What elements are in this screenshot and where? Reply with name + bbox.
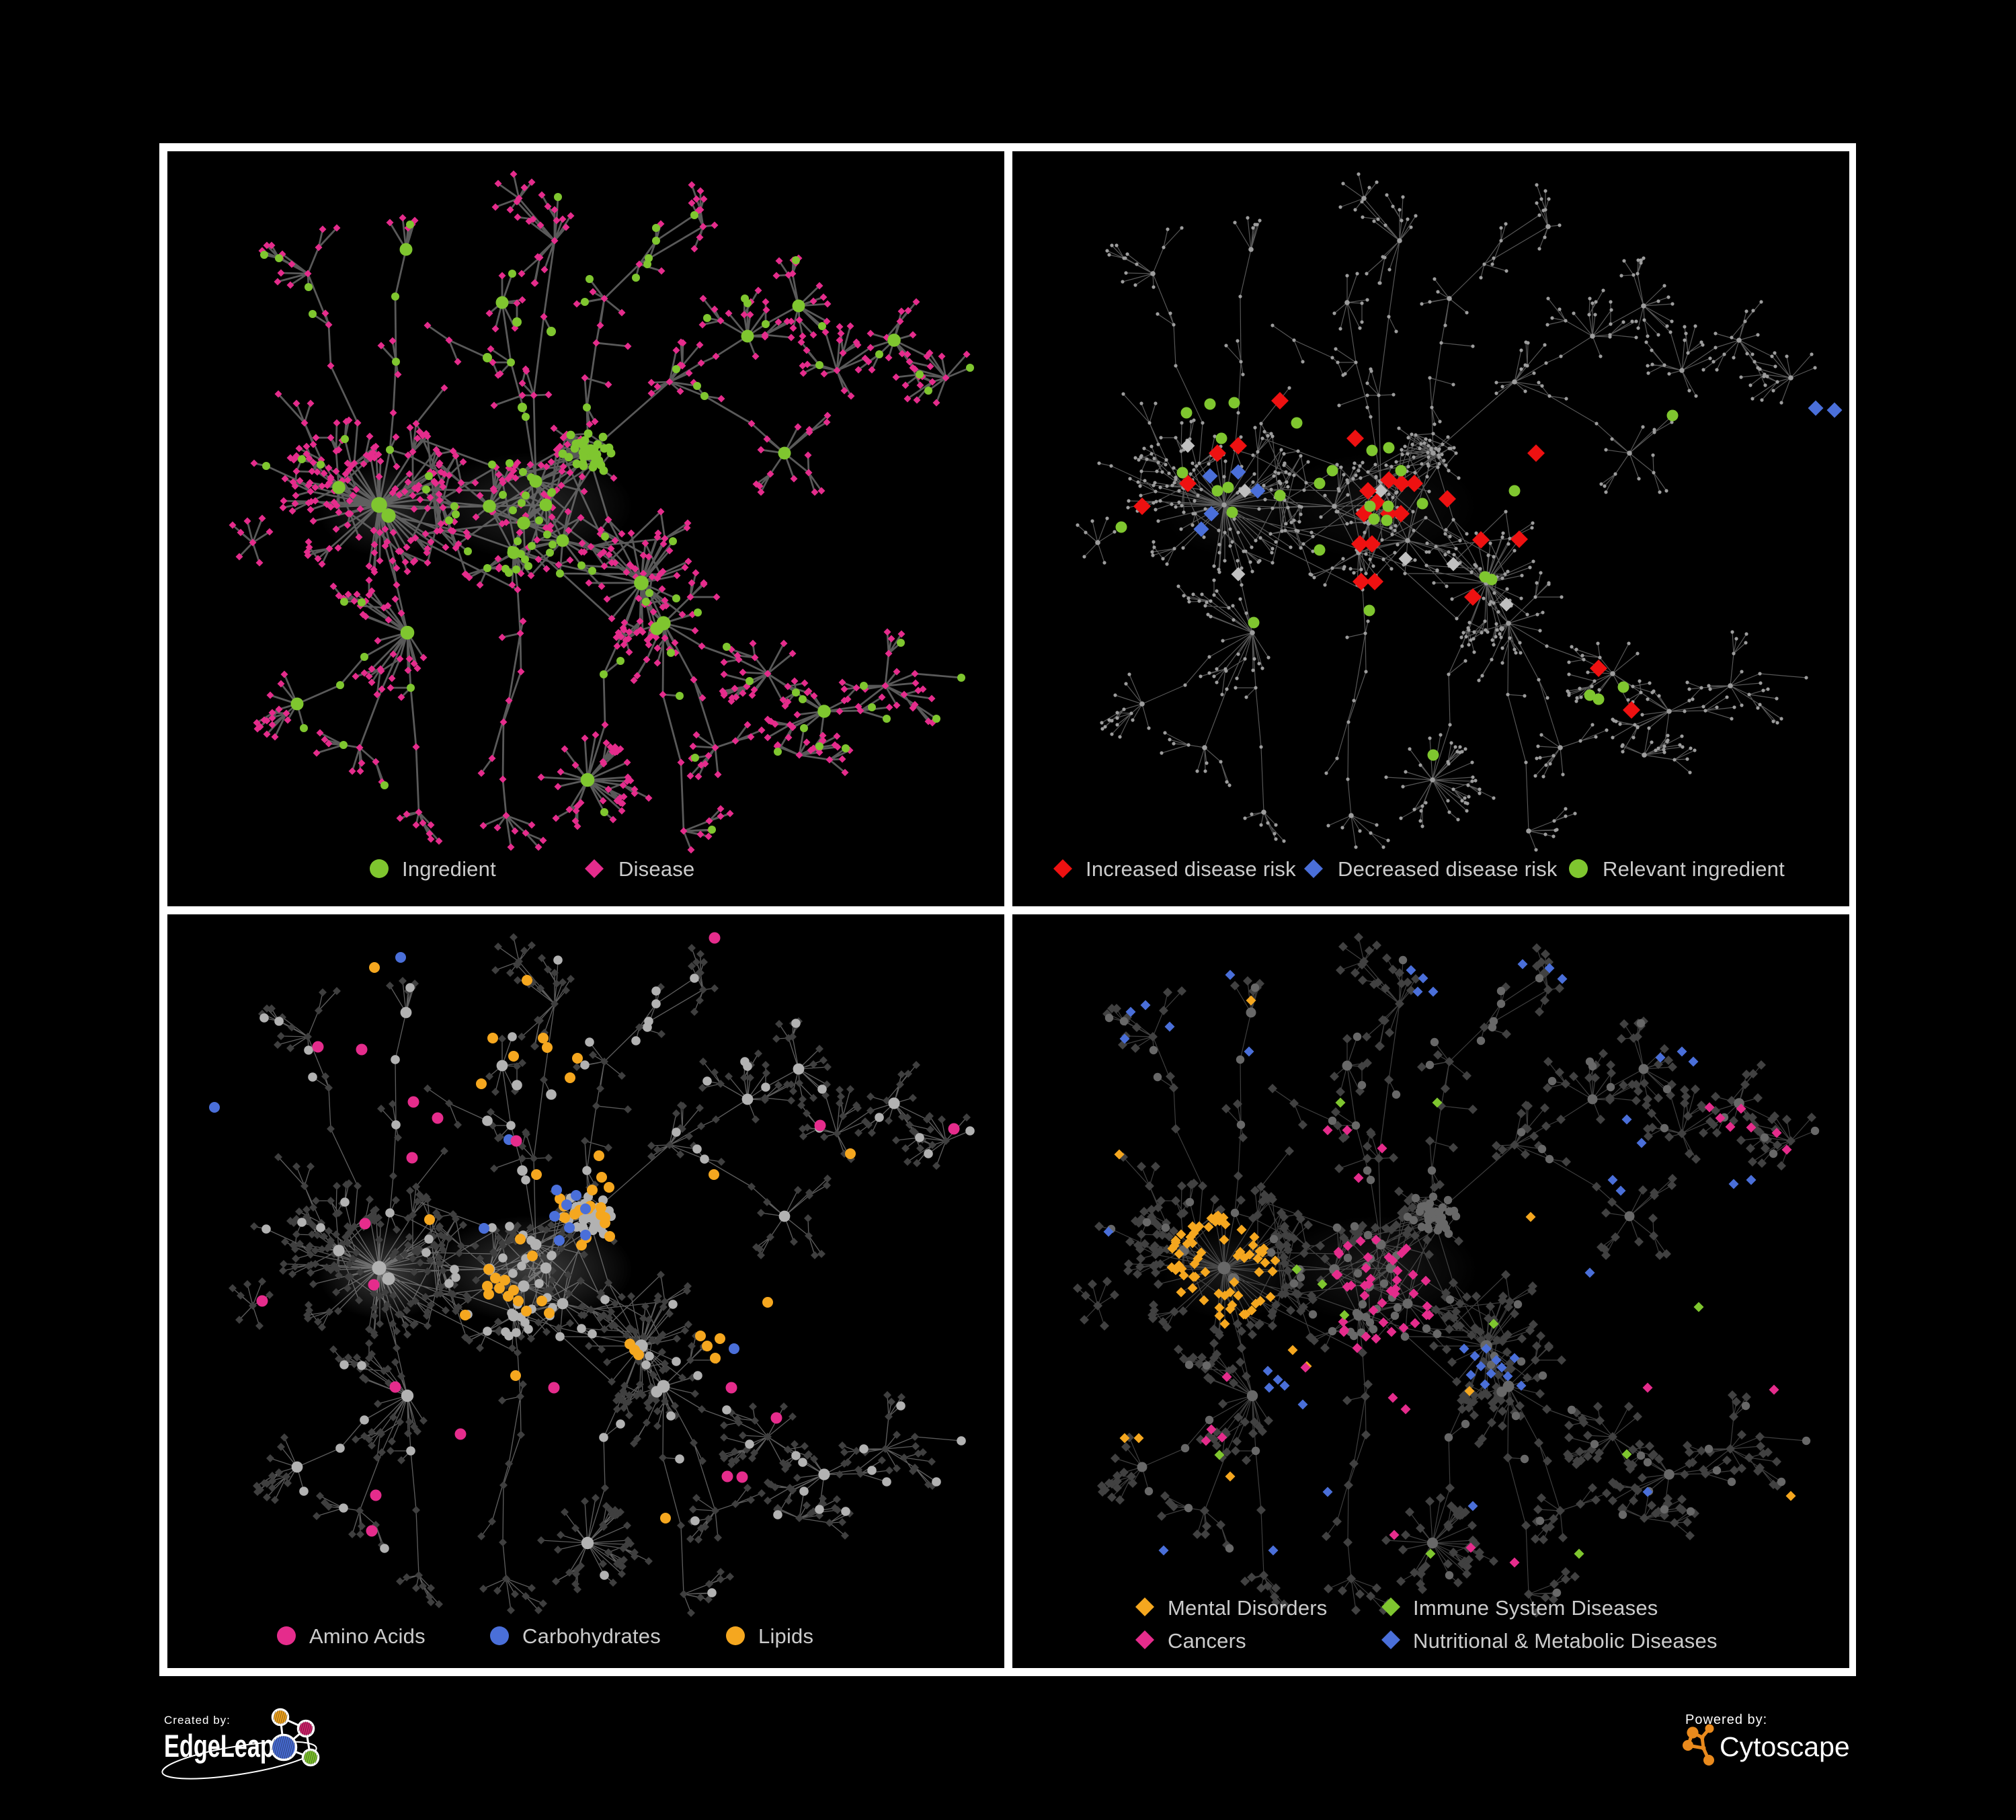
svg-text:Nutritional & Metabolic Diseas: Nutritional & Metabolic Diseases <box>1413 1629 1718 1653</box>
svg-text:Relevant ingredient: Relevant ingredient <box>1603 857 1785 881</box>
svg-text:Decreased disease risk: Decreased disease risk <box>1338 857 1558 881</box>
svg-text:Created by:: Created by: <box>164 1714 231 1727</box>
svg-text:EdgeLeap: EdgeLeap <box>164 1729 274 1764</box>
svg-text:Increased disease risk: Increased disease risk <box>1086 857 1296 881</box>
svg-text:Cytoscape: Cytoscape <box>1720 1731 1850 1762</box>
svg-text:Amino Acids: Amino Acids <box>309 1624 426 1648</box>
svg-text:Cancers: Cancers <box>1168 1629 1246 1653</box>
svg-text:Lipids: Lipids <box>758 1624 813 1648</box>
svg-text:Disease: Disease <box>618 857 694 881</box>
svg-text:Immune System Diseases: Immune System Diseases <box>1413 1596 1658 1620</box>
svg-text:Powered by:: Powered by: <box>1685 1712 1767 1727</box>
svg-text:Carbohydrates: Carbohydrates <box>522 1624 661 1648</box>
svg-text:Ingredient: Ingredient <box>402 857 496 881</box>
svg-text:Mental Disorders: Mental Disorders <box>1168 1596 1328 1620</box>
